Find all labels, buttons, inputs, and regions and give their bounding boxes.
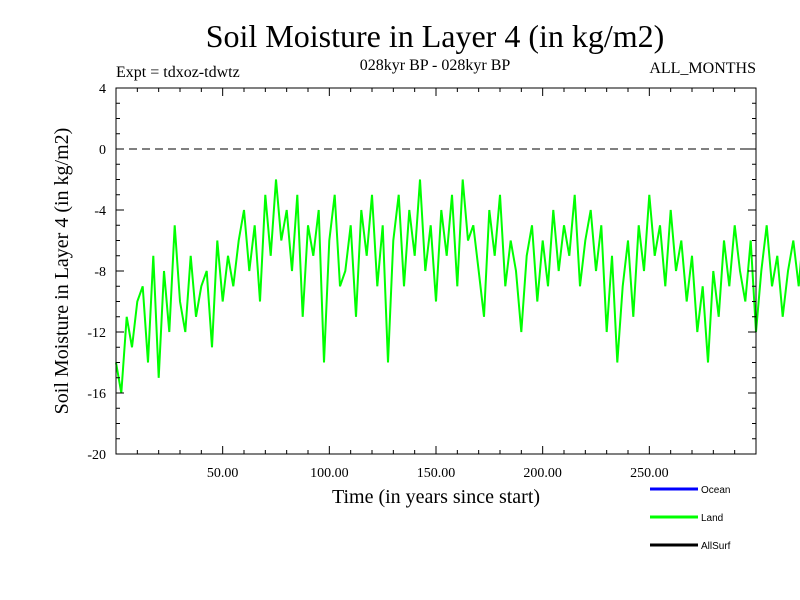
chart-subtitle-center: 028kyr BP - 028kyr BP xyxy=(360,57,511,74)
x-tick-label: 250.00 xyxy=(630,466,669,481)
legend-label-allsurf: AllSurf xyxy=(701,541,731,552)
chart-title: Soil Moisture in Layer 4 (in kg/m2) xyxy=(206,18,665,54)
y-tick-label: -12 xyxy=(87,326,106,341)
plot-area xyxy=(115,148,800,394)
y-tick-label: -16 xyxy=(87,387,106,402)
x-tick-label: 150.00 xyxy=(417,466,456,481)
y-axis: 4 0 -4 -8 -12 -16 -20 xyxy=(87,82,756,463)
y-tick-label: 4 xyxy=(99,82,106,97)
x-axis: 50.00 100.00 150.00 200.00 250.00 xyxy=(115,88,757,481)
legend-label-ocean: Ocean xyxy=(701,485,730,496)
y-tick-label: -8 xyxy=(94,265,106,280)
x-tick-label: 100.00 xyxy=(310,466,349,481)
plot-frame xyxy=(115,87,757,455)
y-tick-label: -20 xyxy=(87,448,106,463)
x-tick-label: 200.00 xyxy=(523,466,562,481)
x-tick-label: 50.00 xyxy=(207,466,239,481)
y-axis-label: Soil Moisture in Layer 4 (in kg/m2) xyxy=(51,128,73,415)
y-tick-label: 0 xyxy=(99,143,106,158)
series-line-land xyxy=(115,179,800,394)
x-axis-label: Time (in years since start) xyxy=(332,486,540,508)
legend-label-land: Land xyxy=(701,513,723,524)
chart-subtitle-left: Expt = tdxoz-tdwtz xyxy=(116,64,240,81)
legend: Ocean Land AllSurf xyxy=(650,485,731,552)
y-tick-label: -4 xyxy=(94,204,106,219)
chart-subtitle-right: ALL_MONTHS xyxy=(649,60,756,77)
